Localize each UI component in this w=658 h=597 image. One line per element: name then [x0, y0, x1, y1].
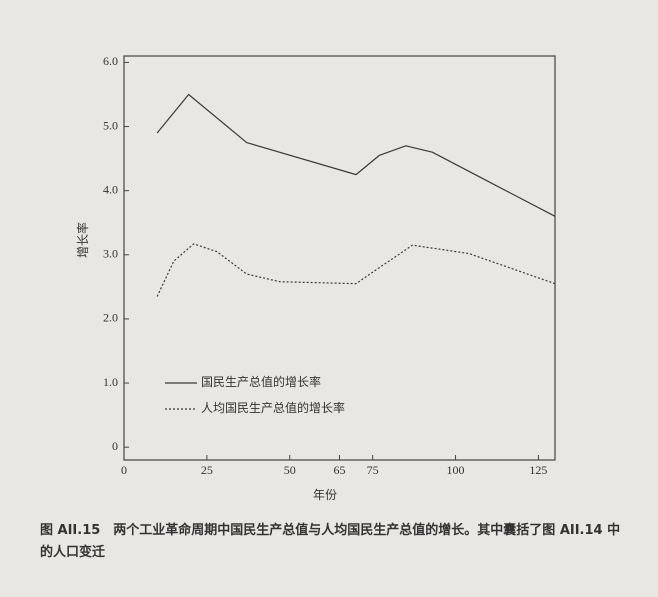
series-line — [156, 243, 556, 297]
x-tick-label: 25 — [201, 463, 213, 477]
plot-frame — [123, 55, 556, 461]
legend-label: 人均国民生产总值的增长率 — [201, 400, 345, 415]
series-line — [156, 93, 556, 217]
x-tick-label: 65 — [334, 463, 346, 477]
y-tick-label: 3.0 — [103, 247, 118, 261]
x-tick-label: 100 — [447, 463, 465, 477]
y-axis-label: 增长率 — [75, 222, 90, 258]
x-tick-label: 125 — [529, 463, 547, 477]
x-axis-label: 年份 — [313, 488, 337, 502]
x-tick-label: 50 — [284, 463, 296, 477]
x-tick-label: 0 — [121, 463, 127, 477]
y-tick-label: 4.0 — [103, 182, 118, 196]
y-tick-label: 6.0 — [103, 54, 118, 68]
caption: 图 AII.15 两个工业革命周期中国民生产总值与人均国民生产总值的增长。其中囊… — [40, 523, 621, 560]
y-tick-label: 5.0 — [103, 118, 118, 132]
legend-label: 国民生产总值的增长率 — [201, 374, 321, 389]
y-tick-label: 0 — [112, 439, 118, 453]
y-tick-label: 2.0 — [103, 311, 118, 325]
chart: 增长率 年份 0 1.0 2.0 3.0 4.0 5.0 6.0 0 25 50 65 75 100 12… — [75, 54, 556, 502]
y-tick-label: 1.0 — [103, 375, 118, 389]
x-tick-label: 75 — [367, 463, 379, 477]
